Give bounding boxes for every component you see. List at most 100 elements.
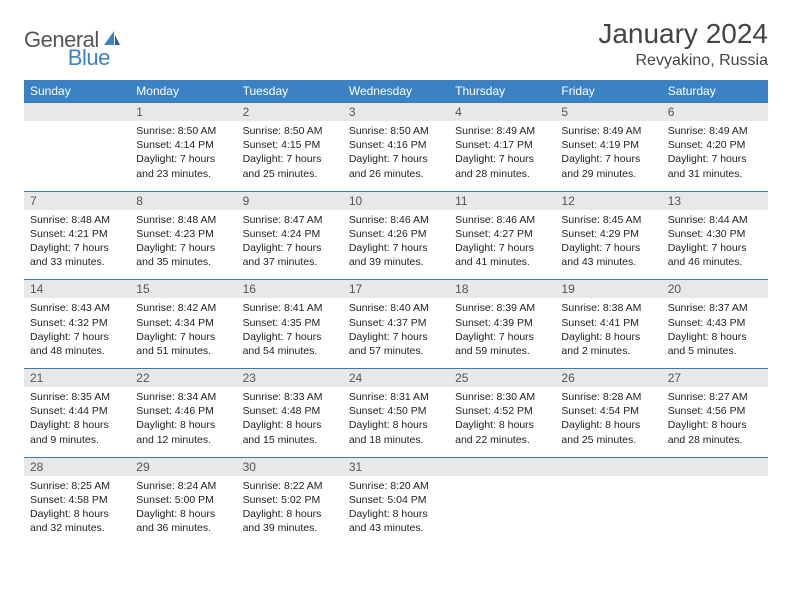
day-cell: Sunrise: 8:42 AMSunset: 4:34 PMDaylight:… xyxy=(130,298,236,368)
sunset-text: Sunset: 5:00 PM xyxy=(136,493,230,507)
day-cell: Sunrise: 8:48 AMSunset: 4:21 PMDaylight:… xyxy=(24,210,130,280)
daylight-text-1: Daylight: 8 hours xyxy=(561,330,655,344)
daylight-text-2: and 15 minutes. xyxy=(243,433,337,447)
sunset-text: Sunset: 4:58 PM xyxy=(30,493,124,507)
sunset-text: Sunset: 4:19 PM xyxy=(561,138,655,152)
sunrise-text: Sunrise: 8:49 AM xyxy=(561,124,655,138)
daylight-text-1: Daylight: 7 hours xyxy=(349,330,443,344)
daylight-text-1: Daylight: 7 hours xyxy=(243,241,337,255)
daylight-text-1: Daylight: 7 hours xyxy=(668,241,762,255)
dow-tuesday: Tuesday xyxy=(237,80,343,102)
sunset-text: Sunset: 4:39 PM xyxy=(455,316,549,330)
daylight-text-2: and 48 minutes. xyxy=(30,344,124,358)
daylight-text-1: Daylight: 7 hours xyxy=(455,330,549,344)
day-cell: Sunrise: 8:31 AMSunset: 4:50 PMDaylight:… xyxy=(343,387,449,457)
daylight-text-1: Daylight: 8 hours xyxy=(668,418,762,432)
daylight-text-1: Daylight: 7 hours xyxy=(455,152,549,166)
daylight-text-2: and 59 minutes. xyxy=(455,344,549,358)
daylight-text-2: and 43 minutes. xyxy=(349,521,443,535)
daylight-text-1: Daylight: 8 hours xyxy=(243,507,337,521)
daylight-text-1: Daylight: 7 hours xyxy=(561,152,655,166)
sunset-text: Sunset: 4:35 PM xyxy=(243,316,337,330)
daylight-text-2: and 9 minutes. xyxy=(30,433,124,447)
day-number-row: 28293031 xyxy=(24,457,768,476)
day-content-row: Sunrise: 8:43 AMSunset: 4:32 PMDaylight:… xyxy=(24,298,768,368)
sunrise-text: Sunrise: 8:45 AM xyxy=(561,213,655,227)
day-number: 11 xyxy=(449,191,555,210)
day-number: 16 xyxy=(237,280,343,299)
sunset-text: Sunset: 4:21 PM xyxy=(30,227,124,241)
daylight-text-1: Daylight: 8 hours xyxy=(349,418,443,432)
day-number: 2 xyxy=(237,103,343,122)
day-number: 15 xyxy=(130,280,236,299)
day-cell: Sunrise: 8:47 AMSunset: 4:24 PMDaylight:… xyxy=(237,210,343,280)
day-cell: Sunrise: 8:39 AMSunset: 4:39 PMDaylight:… xyxy=(449,298,555,368)
day-number xyxy=(555,457,661,476)
sunset-text: Sunset: 4:43 PM xyxy=(668,316,762,330)
sunrise-text: Sunrise: 8:41 AM xyxy=(243,301,337,315)
day-number: 21 xyxy=(24,369,130,388)
day-number: 17 xyxy=(343,280,449,299)
day-cell: Sunrise: 8:28 AMSunset: 4:54 PMDaylight:… xyxy=(555,387,661,457)
daylight-text-2: and 12 minutes. xyxy=(136,433,230,447)
daylight-text-2: and 25 minutes. xyxy=(561,433,655,447)
day-cell xyxy=(555,476,661,546)
location-label: Revyakino, Russia xyxy=(598,52,768,70)
calendar-body: 123456Sunrise: 8:50 AMSunset: 4:14 PMDay… xyxy=(24,102,768,545)
dow-friday: Friday xyxy=(555,80,661,102)
day-number: 26 xyxy=(555,369,661,388)
daylight-text-2: and 54 minutes. xyxy=(243,344,337,358)
sunrise-text: Sunrise: 8:43 AM xyxy=(30,301,124,315)
day-content-row: Sunrise: 8:25 AMSunset: 4:58 PMDaylight:… xyxy=(24,476,768,546)
day-cell: Sunrise: 8:20 AMSunset: 5:04 PMDaylight:… xyxy=(343,476,449,546)
day-number: 6 xyxy=(662,103,768,122)
daylight-text-2: and 33 minutes. xyxy=(30,255,124,269)
day-number: 3 xyxy=(343,103,449,122)
daylight-text-1: Daylight: 8 hours xyxy=(30,507,124,521)
day-cell xyxy=(24,121,130,191)
day-number: 20 xyxy=(662,280,768,299)
sunrise-text: Sunrise: 8:37 AM xyxy=(668,301,762,315)
daylight-text-2: and 32 minutes. xyxy=(30,521,124,535)
sunrise-text: Sunrise: 8:34 AM xyxy=(136,390,230,404)
sunrise-text: Sunrise: 8:25 AM xyxy=(30,479,124,493)
sunrise-text: Sunrise: 8:40 AM xyxy=(349,301,443,315)
day-number: 13 xyxy=(662,191,768,210)
day-number: 27 xyxy=(662,369,768,388)
page-title: January 2024 xyxy=(598,18,768,50)
sunset-text: Sunset: 4:44 PM xyxy=(30,404,124,418)
daylight-text-2: and 39 minutes. xyxy=(243,521,337,535)
day-cell: Sunrise: 8:30 AMSunset: 4:52 PMDaylight:… xyxy=(449,387,555,457)
sunset-text: Sunset: 4:52 PM xyxy=(455,404,549,418)
daylight-text-1: Daylight: 7 hours xyxy=(136,152,230,166)
dow-sunday: Sunday xyxy=(24,80,130,102)
day-number: 1 xyxy=(130,103,236,122)
logo: General Blue xyxy=(24,18,148,62)
day-number: 14 xyxy=(24,280,130,299)
day-cell: Sunrise: 8:45 AMSunset: 4:29 PMDaylight:… xyxy=(555,210,661,280)
sunrise-text: Sunrise: 8:50 AM xyxy=(136,124,230,138)
daylight-text-2: and 41 minutes. xyxy=(455,255,549,269)
daylight-text-2: and 43 minutes. xyxy=(561,255,655,269)
daylight-text-1: Daylight: 7 hours xyxy=(243,330,337,344)
logo-text-blue: Blue xyxy=(68,45,110,71)
sunset-text: Sunset: 4:27 PM xyxy=(455,227,549,241)
day-number-row: 21222324252627 xyxy=(24,369,768,388)
day-cell: Sunrise: 8:50 AMSunset: 4:15 PMDaylight:… xyxy=(237,121,343,191)
day-cell: Sunrise: 8:46 AMSunset: 4:27 PMDaylight:… xyxy=(449,210,555,280)
daylight-text-1: Daylight: 7 hours xyxy=(561,241,655,255)
day-content-row: Sunrise: 8:50 AMSunset: 4:14 PMDaylight:… xyxy=(24,121,768,191)
dow-thursday: Thursday xyxy=(449,80,555,102)
dow-wednesday: Wednesday xyxy=(343,80,449,102)
daylight-text-1: Daylight: 8 hours xyxy=(136,418,230,432)
header: General Blue January 2024 Revyakino, Rus… xyxy=(24,18,768,70)
day-number: 22 xyxy=(130,369,236,388)
sunrise-text: Sunrise: 8:31 AM xyxy=(349,390,443,404)
sunrise-text: Sunrise: 8:50 AM xyxy=(349,124,443,138)
sunset-text: Sunset: 4:14 PM xyxy=(136,138,230,152)
sunset-text: Sunset: 4:17 PM xyxy=(455,138,549,152)
sunrise-text: Sunrise: 8:38 AM xyxy=(561,301,655,315)
day-cell: Sunrise: 8:34 AMSunset: 4:46 PMDaylight:… xyxy=(130,387,236,457)
daylight-text-2: and 26 minutes. xyxy=(349,167,443,181)
sunrise-text: Sunrise: 8:49 AM xyxy=(455,124,549,138)
